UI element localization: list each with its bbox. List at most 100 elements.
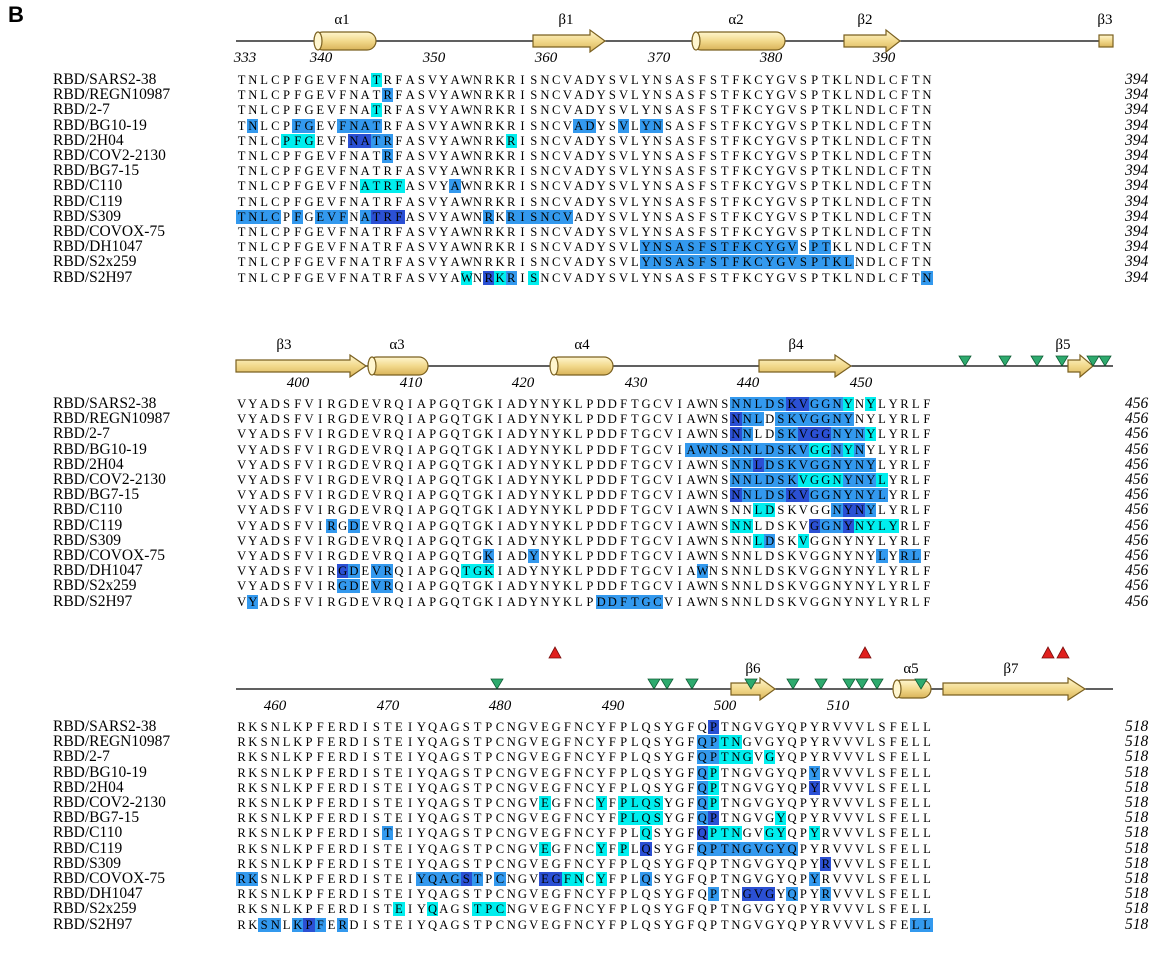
residue: L [630, 856, 639, 871]
residue: S [775, 488, 787, 503]
residue: G [810, 579, 820, 594]
residue: V [832, 780, 842, 795]
residue: N [248, 103, 258, 118]
residue: L [844, 225, 853, 239]
residue: N [831, 397, 843, 411]
residue: K [562, 427, 572, 442]
residue: S [372, 811, 380, 826]
residue: Y [865, 473, 877, 487]
residue: E [316, 133, 325, 148]
residue: R [237, 750, 246, 765]
residue: D [349, 442, 359, 457]
residue: F [732, 194, 740, 209]
residue: F [294, 412, 302, 427]
residue: R [327, 457, 336, 472]
residue: Q [450, 579, 460, 594]
residue: A [675, 133, 685, 148]
residue: L [574, 488, 583, 503]
residue: F [687, 780, 695, 795]
residue: P [283, 88, 291, 103]
residue: Q [787, 720, 797, 734]
residue: Y [765, 133, 775, 148]
residue: T [720, 118, 729, 133]
residue: G [675, 735, 685, 750]
residue: S [528, 209, 540, 224]
residue: L [923, 841, 931, 856]
residue: G [304, 209, 314, 224]
residue: C [653, 549, 662, 563]
residue: Y [596, 240, 606, 255]
residue: R [900, 564, 909, 579]
residue: E [327, 780, 336, 795]
residue: N [832, 533, 842, 548]
residue: F [687, 811, 695, 826]
residue: K [293, 720, 303, 734]
residue: F [923, 397, 931, 411]
residue: G [472, 457, 483, 472]
residue: V [428, 88, 438, 103]
residue: F [294, 594, 302, 609]
residue: C [889, 270, 898, 285]
residue: T [720, 765, 729, 780]
residue: L [878, 209, 886, 224]
sequence-end-number: 456 [1125, 440, 1149, 458]
residue: S [799, 209, 807, 224]
contact-markers-green [490, 355, 1112, 690]
residue: N [708, 579, 719, 594]
residue: F [294, 533, 302, 548]
residue: A [439, 826, 449, 841]
residue: S [687, 133, 695, 148]
residue: F [923, 442, 931, 457]
residue: K [742, 179, 752, 194]
residue: E [361, 594, 370, 609]
residue: A [416, 412, 426, 427]
residue: V [752, 887, 765, 902]
residue: V [787, 164, 797, 179]
residue: Q [450, 457, 460, 472]
sequence-label: RBD/BG10-19 [53, 763, 147, 781]
residue: D [348, 518, 360, 533]
residue: Y [596, 917, 606, 932]
residue: Y [416, 841, 426, 856]
residue: Y [595, 872, 607, 886]
contact-marker-up [1056, 646, 1070, 659]
residue: F [395, 118, 403, 133]
helix-alpha5 [892, 679, 932, 699]
residue: R [237, 735, 246, 750]
residue: R [237, 841, 246, 856]
residue: D [607, 518, 617, 533]
residue: I [318, 533, 323, 548]
residue: W [460, 88, 473, 103]
residue: A [405, 118, 415, 133]
residue: L [878, 270, 886, 285]
residue: L [911, 397, 920, 411]
residue: P [485, 735, 493, 750]
residue: G [776, 73, 786, 87]
residue: T [382, 826, 394, 841]
residue: I [497, 427, 503, 442]
residue: V [663, 473, 674, 487]
residue: A [439, 811, 449, 826]
residue: A [450, 73, 460, 87]
residue: G [517, 811, 528, 826]
residue: A [675, 270, 685, 285]
residue: N [539, 209, 551, 224]
residue: A [450, 88, 460, 103]
residue: Y [529, 564, 539, 579]
residue: G [551, 902, 561, 917]
residue: S [775, 457, 787, 472]
residue: A [405, 240, 415, 255]
residue: S [799, 103, 807, 118]
residue: R [821, 750, 830, 765]
residue: T [462, 503, 471, 518]
residue: T [720, 88, 729, 103]
residue: K [248, 856, 258, 871]
residue: T [372, 255, 381, 270]
residue: D [764, 473, 776, 487]
residue: R [900, 594, 909, 609]
residue: Y [764, 255, 776, 270]
residue: R [382, 133, 394, 148]
residue: F [617, 594, 630, 609]
residue: I [520, 149, 525, 163]
residue: F [732, 88, 740, 103]
